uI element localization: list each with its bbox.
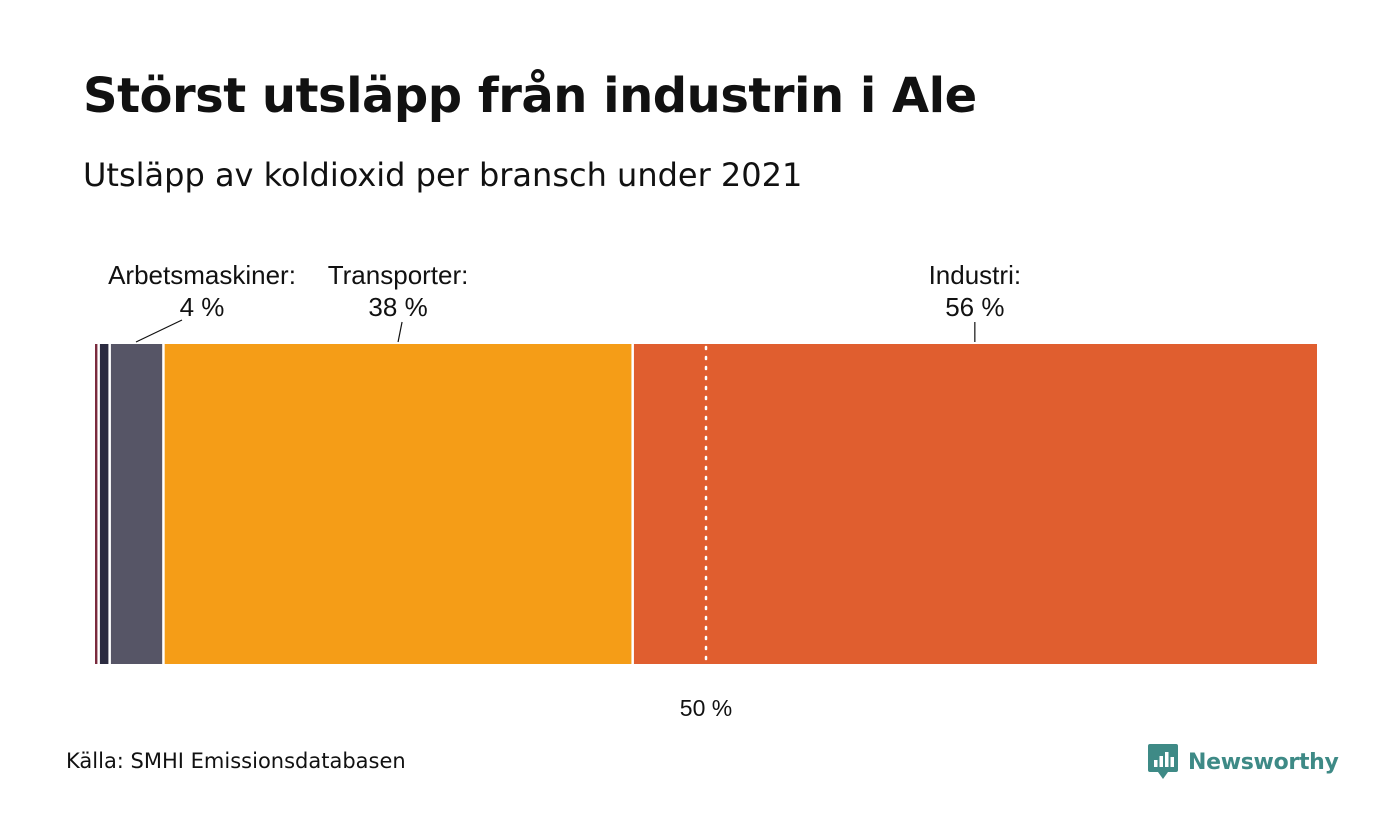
reference-line-label: 50 %: [680, 695, 732, 721]
leader-line-arbetsmaskiner: [135, 319, 183, 343]
leader-line-transporter: [397, 321, 403, 343]
bar-segment-small-0: [95, 344, 99, 664]
newsworthy-logo-icon: [1148, 744, 1178, 779]
source-note: Källa: SMHI Emissionsdatabasen: [66, 749, 406, 773]
segment-value-transporter: 38 %: [368, 292, 427, 322]
bar-segment-industri: [632, 344, 1317, 664]
segment-label-arbetsmaskiner: Arbetsmaskiner:: [108, 260, 296, 290]
bar-segment-transporter: [163, 344, 633, 664]
brand-logo: Newsworthy: [1148, 744, 1339, 780]
bar-segment-small-1: [98, 344, 110, 664]
chart-subtitle: Utsläpp av koldioxid per bransch under 2…: [83, 156, 803, 194]
bar-segment-arbetsmaskiner: [109, 344, 164, 664]
segment-label-transporter: Transporter:: [328, 260, 469, 290]
chart-title: Störst utsläpp från industrin i Ale: [83, 68, 977, 124]
segment-value-arbetsmaskiner: 4 %: [180, 292, 225, 322]
segment-label-industri: Industri:: [929, 260, 1022, 290]
segment-value-industri: 56 %: [945, 292, 1004, 322]
brand-name: Newsworthy: [1188, 749, 1339, 775]
